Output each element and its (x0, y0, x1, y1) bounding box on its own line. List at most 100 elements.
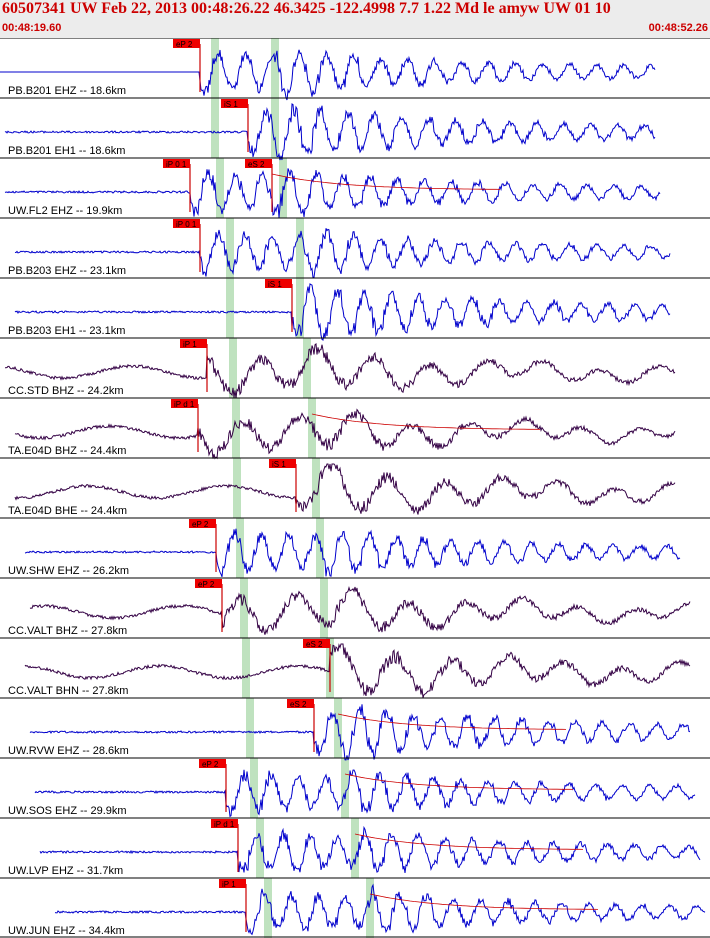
end-time: 00:48:52.26 (648, 22, 708, 34)
trace-panel: eP 2 UW.SOS EHZ -- 29.9km (0, 757, 710, 818)
pick-label: eP 2 (192, 520, 209, 529)
pick-flag[interactable] (163, 159, 190, 168)
pick-flag[interactable] (173, 219, 200, 228)
pick-flag[interactable] (211, 819, 238, 828)
s-window (303, 338, 311, 398)
station-label: UW.LVP EHZ -- 31.7km (8, 865, 123, 877)
p-window (226, 278, 234, 338)
pick-flag[interactable] (287, 699, 314, 708)
s-window (271, 38, 279, 98)
station-label: PB.B201 EHZ -- 18.6km (8, 85, 126, 97)
s-window (296, 218, 304, 278)
coda-curve (354, 833, 584, 850)
station-label: UW.SOS EHZ -- 29.9km (8, 805, 127, 817)
p-window (246, 698, 254, 758)
pick-label: eS 2 (306, 640, 323, 649)
pick-label: iS 1 (272, 460, 286, 469)
start-time: 00:48:19.60 (2, 22, 62, 34)
station-label: TA.E04D BHE -- 24.4km (8, 505, 127, 517)
station-label: CC.VALT BHN -- 27.8km (8, 685, 128, 697)
pick-flag[interactable] (195, 579, 222, 588)
station-label: CC.STD BHZ -- 24.2km (8, 385, 124, 397)
waveform (54, 883, 706, 936)
trace-panel: iP 0 1 eS 2 UW.FL2 EHZ -- 19.9km (0, 157, 710, 218)
coda-curve (344, 773, 574, 790)
station-label: PB.B201 EH1 -- 18.6km (8, 145, 125, 157)
waveform (14, 283, 671, 341)
pick-flag[interactable] (173, 39, 200, 48)
station-label: CC.VALT BHZ -- 27.8km (8, 625, 127, 637)
pick-flag[interactable] (189, 519, 216, 528)
waveform (14, 228, 671, 279)
pick-flag[interactable] (219, 879, 246, 888)
s-window (312, 458, 320, 518)
coda-curve (337, 713, 567, 730)
pick-label: eS 2 (248, 160, 265, 169)
pick-label: eP 2 (198, 580, 215, 589)
waveform (4, 103, 656, 161)
trace-panel: iP 1 UW.JUN EHZ -- 34.4km (0, 877, 710, 937)
trace-panel: iS 1 PB.B201 EH1 -- 18.6km (0, 97, 710, 161)
pick-label: iP 0 1 (176, 220, 197, 229)
waveform (0, 49, 656, 101)
pick-label: iP 0 1 (166, 160, 187, 169)
s-window (308, 398, 316, 458)
waveform (29, 585, 691, 635)
p-window (236, 518, 244, 578)
s-window (351, 818, 359, 878)
header-bar: 60507341 UW Feb 22, 2013 00:48:26.22 46.… (0, 0, 710, 38)
trace-panel: eP 2 CC.VALT BHZ -- 27.8km (0, 577, 710, 637)
station-label: UW.RVW EHZ -- 28.6km (8, 745, 129, 757)
pick-flag[interactable] (180, 339, 207, 348)
waveform (14, 408, 676, 460)
p-window (229, 338, 237, 398)
pick-flag[interactable] (171, 399, 198, 408)
waveform (4, 343, 676, 398)
p-window (232, 398, 240, 458)
s-window (366, 878, 374, 938)
p-window (226, 218, 234, 278)
pick-label: iP 1 (222, 880, 236, 889)
station-label: TA.E04D BHZ -- 24.4km (8, 445, 126, 457)
waveform (34, 769, 696, 818)
pick-label: iS 1 (268, 280, 282, 289)
pick-label: iP 1 (183, 340, 197, 349)
station-label: UW.SHW EHZ -- 26.2km (8, 565, 129, 577)
p-window (250, 758, 258, 818)
pick-flag[interactable] (245, 159, 272, 168)
station-label: PB.B203 EH1 -- 23.1km (8, 325, 125, 337)
pick-flag[interactable] (199, 759, 226, 768)
s-window (271, 98, 279, 158)
pick-label: eP 2 (202, 760, 219, 769)
coda-curve (271, 173, 501, 190)
waveform (24, 528, 681, 577)
trace-panel: eS 2 CC.VALT BHN -- 27.8km (0, 637, 710, 698)
pick-flag[interactable] (265, 279, 292, 288)
p-window (242, 638, 250, 698)
pick-flag[interactable] (303, 639, 330, 648)
trace-panel: iP d 1 UW.LVP EHZ -- 31.7km (0, 817, 710, 877)
s-window (320, 578, 328, 638)
s-window (296, 278, 304, 338)
event-title: 60507341 UW Feb 22, 2013 00:48:26.22 46.… (2, 0, 611, 17)
waveform (29, 704, 691, 761)
pick-label: iP d 1 (174, 400, 195, 409)
coda-curve (311, 413, 541, 430)
pick-label: iP d 1 (214, 820, 235, 829)
seismogram-plot: eP 2 PB.B201 EHZ -- 18.6km iS 1 PB.B201 EH1… (0, 38, 710, 938)
coda-curve (369, 893, 599, 910)
pick-label: eS 2 (290, 700, 307, 709)
trace-panel: iP d 1 TA.E04D BHZ -- 24.4km (0, 397, 710, 460)
pick-flag[interactable] (269, 459, 296, 468)
p-window (264, 878, 272, 938)
s-window (341, 758, 349, 818)
theoretical-windows (211, 38, 374, 938)
station-label: UW.JUN EHZ -- 34.4km (8, 925, 125, 937)
trace-panel: iP 0 1 PB.B203 EHZ -- 23.1km (0, 217, 710, 279)
pick-flag[interactable] (221, 99, 248, 108)
s-window (316, 518, 324, 578)
station-label: UW.FL2 EHZ -- 19.9km (8, 205, 122, 217)
waveform (14, 463, 676, 515)
trace-panel: eP 2 UW.SHW EHZ -- 26.2km (0, 517, 710, 577)
trace-panel: eP 2 PB.B201 EHZ -- 18.6km (0, 38, 710, 101)
